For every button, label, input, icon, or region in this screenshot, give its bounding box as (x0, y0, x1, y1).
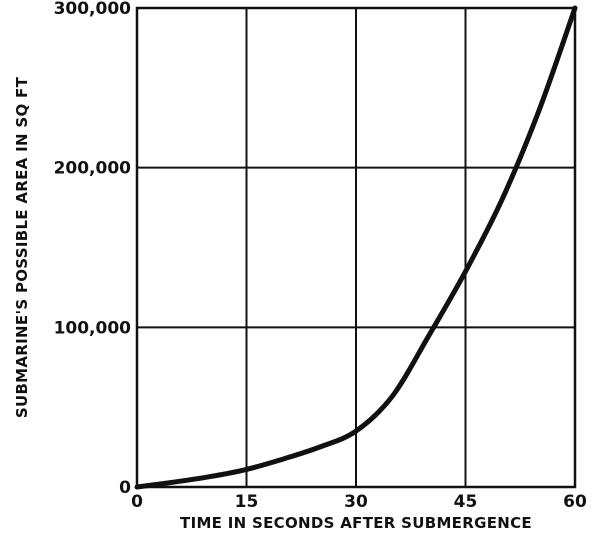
y-tick-label: 100,000 (54, 318, 132, 338)
x-tick-label: 60 (563, 492, 587, 512)
y-tick-label: 0 (119, 478, 131, 498)
y-axis-label: SUBMARINE'S POSSIBLE AREA IN SQ FT (13, 76, 31, 418)
grid-lines (136, 7, 576, 488)
y-tick-labels: 0 100,000 200,000 300,000 (54, 0, 132, 498)
x-axis-label: TIME IN SECONDS AFTER SUBMERGENCE (180, 514, 532, 532)
x-tick-label: 45 (454, 492, 478, 512)
x-tick-labels: 0 15 30 45 60 (131, 492, 587, 512)
plot-frame (135, 6, 577, 489)
x-tick-label: 30 (344, 492, 368, 512)
x-tick-label: 15 (235, 492, 259, 512)
y-tick-label: 300,000 (54, 0, 132, 19)
y-tick-label: 200,000 (54, 159, 132, 179)
series-line (134, 5, 578, 490)
x-tick-label: 0 (131, 492, 143, 512)
